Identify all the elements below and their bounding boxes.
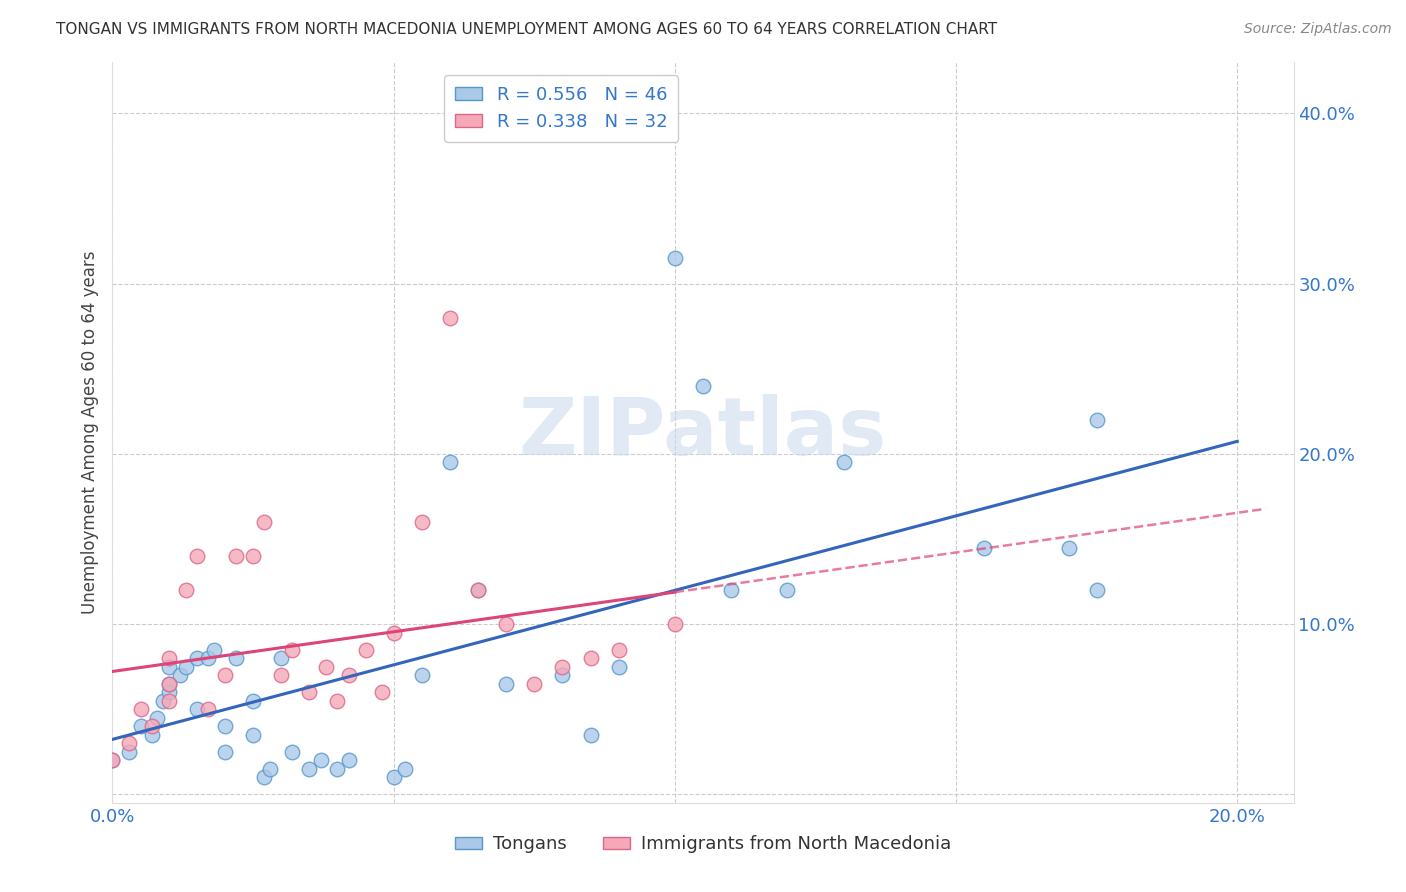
Point — [382, 770, 405, 784]
Point — [197, 651, 219, 665]
Point — [371, 685, 394, 699]
Y-axis label: Unemployment Among Ages 60 to 64 years: Unemployment Among Ages 60 to 64 years — [80, 251, 98, 615]
Point — [973, 541, 995, 555]
Point — [186, 651, 208, 665]
Point — [281, 642, 304, 657]
Point — [186, 549, 208, 563]
Point — [326, 762, 349, 776]
Point — [214, 719, 236, 733]
Point — [118, 745, 141, 759]
Point — [411, 668, 433, 682]
Point — [354, 642, 377, 657]
Point — [298, 762, 321, 776]
Point — [495, 617, 517, 632]
Point — [157, 659, 180, 673]
Point — [309, 753, 332, 767]
Point — [1085, 582, 1108, 597]
Point — [298, 685, 321, 699]
Point — [607, 642, 630, 657]
Point — [242, 728, 264, 742]
Point — [129, 719, 152, 733]
Point — [174, 582, 197, 597]
Point — [242, 549, 264, 563]
Text: TONGAN VS IMMIGRANTS FROM NORTH MACEDONIA UNEMPLOYMENT AMONG AGES 60 TO 64 YEARS: TONGAN VS IMMIGRANTS FROM NORTH MACEDONI… — [56, 22, 997, 37]
Point — [169, 668, 191, 682]
Point — [832, 455, 855, 469]
Point — [551, 668, 574, 682]
Point — [337, 753, 360, 767]
Point — [157, 685, 180, 699]
Point — [141, 719, 163, 733]
Point — [242, 694, 264, 708]
Point — [259, 762, 281, 776]
Point — [197, 702, 219, 716]
Point — [202, 642, 225, 657]
Point — [495, 676, 517, 690]
Point — [523, 676, 546, 690]
Point — [225, 549, 247, 563]
Point — [411, 515, 433, 529]
Point — [1085, 413, 1108, 427]
Point — [157, 694, 180, 708]
Point — [664, 617, 686, 632]
Point — [467, 582, 489, 597]
Point — [337, 668, 360, 682]
Point — [214, 745, 236, 759]
Point — [664, 251, 686, 265]
Point — [101, 753, 124, 767]
Point — [270, 651, 292, 665]
Point — [129, 702, 152, 716]
Point — [270, 668, 292, 682]
Text: Source: ZipAtlas.com: Source: ZipAtlas.com — [1244, 22, 1392, 37]
Point — [157, 676, 180, 690]
Point — [692, 379, 714, 393]
Point — [439, 455, 461, 469]
Point — [1057, 541, 1080, 555]
Legend: Tongans, Immigrants from North Macedonia: Tongans, Immigrants from North Macedonia — [447, 828, 959, 861]
Point — [394, 762, 416, 776]
Point — [157, 676, 180, 690]
Point — [253, 770, 276, 784]
Point — [146, 711, 169, 725]
Point — [101, 753, 124, 767]
Point — [118, 736, 141, 750]
Point — [382, 625, 405, 640]
Point — [439, 310, 461, 325]
Point — [253, 515, 276, 529]
Point — [225, 651, 247, 665]
Point — [152, 694, 174, 708]
Text: ZIPatlas: ZIPatlas — [519, 393, 887, 472]
Point — [157, 651, 180, 665]
Point — [315, 659, 337, 673]
Point — [551, 659, 574, 673]
Point — [607, 659, 630, 673]
Point — [326, 694, 349, 708]
Point — [776, 582, 799, 597]
Point — [141, 728, 163, 742]
Point — [720, 582, 742, 597]
Point — [281, 745, 304, 759]
Point — [579, 728, 602, 742]
Point — [579, 651, 602, 665]
Point — [467, 582, 489, 597]
Point — [174, 659, 197, 673]
Point — [214, 668, 236, 682]
Point — [186, 702, 208, 716]
